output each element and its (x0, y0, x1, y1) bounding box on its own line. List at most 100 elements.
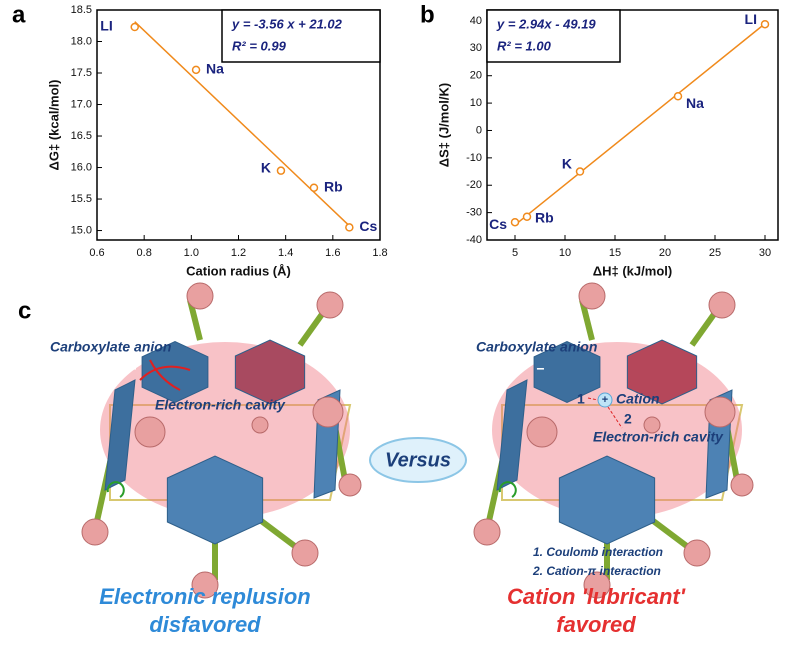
bond (650, 517, 694, 553)
point (510, 217, 520, 227)
interaction-line (607, 406, 623, 429)
caption: favored (556, 612, 636, 637)
point (575, 167, 585, 176)
atom (291, 539, 319, 567)
x-tick-label: 30 (759, 247, 771, 259)
hexagon (533, 341, 601, 403)
atom (134, 416, 166, 448)
side-ring (104, 379, 136, 491)
y-tick-label: -30 (466, 207, 482, 219)
point (522, 212, 532, 221)
x-tick-label: 0.8 (137, 247, 152, 259)
bond (258, 517, 302, 553)
charge: − (128, 361, 136, 377)
y-tick-label: 16.5 (71, 130, 92, 142)
point-label: K (562, 155, 572, 171)
point (276, 166, 286, 175)
y-tick-label: 18.5 (71, 4, 92, 16)
caption: disfavored (149, 612, 261, 637)
cation-charge: + (602, 394, 608, 406)
bond (689, 308, 720, 347)
point (309, 183, 319, 192)
x-axis-label: Cation radius (Å) (186, 263, 291, 278)
y-tick-label: 17.5 (71, 67, 92, 79)
equation-box (486, 9, 621, 63)
atom (583, 571, 611, 599)
panel-label: b (420, 1, 435, 28)
y-tick-label: 30 (470, 42, 482, 54)
x-tick-label: 0.6 (89, 247, 104, 259)
point (673, 92, 683, 101)
r-squared: R² = 0.99 (232, 38, 287, 53)
atom (578, 282, 606, 310)
atom (191, 571, 219, 599)
point-label: Cs (489, 216, 507, 232)
side-ring (496, 379, 528, 491)
r-squared: R² = 1.00 (497, 38, 552, 53)
diagram-shapes (81, 282, 754, 599)
atom (708, 291, 736, 319)
bond (187, 299, 203, 341)
atom (683, 539, 711, 567)
x-tick-label: 5 (512, 247, 518, 259)
atom (473, 518, 501, 546)
y-tick-label: 15.0 (71, 224, 92, 236)
equation: y = -3.56 x + 21.02 (231, 16, 343, 31)
x-tick-label: 25 (709, 247, 721, 259)
marker: 1 (577, 391, 585, 407)
point (191, 65, 201, 75)
panel-label: c (18, 297, 31, 324)
plot-frame (486, 9, 779, 241)
anion-label: Carboxylate anion (50, 339, 171, 355)
point-label: Na (686, 95, 704, 111)
y-tick-label: 17.0 (71, 98, 92, 110)
bond (579, 299, 595, 341)
trendline (514, 23, 766, 226)
point-label: Rb (324, 178, 343, 194)
marker: 2 (624, 411, 632, 427)
x-tick-label: 20 (659, 247, 671, 259)
equation-box (221, 9, 381, 63)
anion-label: Carboxylate anion (476, 339, 597, 355)
rotation-arrow (106, 481, 125, 498)
atom (312, 396, 344, 428)
atom (643, 416, 661, 434)
hexagon (558, 455, 656, 545)
atom (338, 473, 362, 497)
y-tick-label: 15.5 (71, 193, 92, 205)
y-tick-label: 20 (470, 70, 482, 82)
point-label: LI (100, 18, 112, 34)
point (130, 22, 139, 32)
y-tick-label: 10 (470, 97, 482, 109)
x-tick-label: 15 (609, 247, 621, 259)
y-tick-label: 18.0 (71, 35, 92, 47)
x-tick-label: 1.4 (278, 247, 293, 259)
hexagon (166, 455, 264, 545)
repulsion-mark (139, 359, 191, 391)
hexagon (141, 341, 209, 403)
note: 2. Cation-π interaction (532, 564, 661, 578)
caption: Cation 'lubricant' (507, 584, 686, 609)
y-tick-label: -40 (466, 234, 482, 246)
y-tick-label: 40 (470, 15, 482, 27)
atom (730, 473, 754, 497)
charge: − (536, 361, 544, 377)
point-label: LI (745, 11, 757, 27)
x-tick-label: 10 (559, 247, 571, 259)
y-tick-label: 16.0 (71, 161, 92, 173)
hexagon (234, 339, 306, 405)
point-label: Na (206, 61, 224, 77)
point-label: Rb (535, 209, 554, 225)
y-tick-label: -20 (466, 179, 482, 191)
rotation-arrow (498, 481, 517, 498)
versus-bubble (369, 437, 467, 483)
cation-label: Cation (616, 391, 660, 407)
interaction-line (587, 397, 599, 401)
x-tick-label: 1.6 (325, 247, 340, 259)
point-label: K (261, 159, 271, 175)
y-axis-label: ΔG‡ (kcal/mol) (46, 80, 61, 171)
atom (704, 396, 736, 428)
x-tick-label: 1.2 (231, 247, 246, 259)
y-tick-label: -10 (466, 152, 482, 164)
cavity-label: Electron-rich cavity (593, 429, 724, 445)
